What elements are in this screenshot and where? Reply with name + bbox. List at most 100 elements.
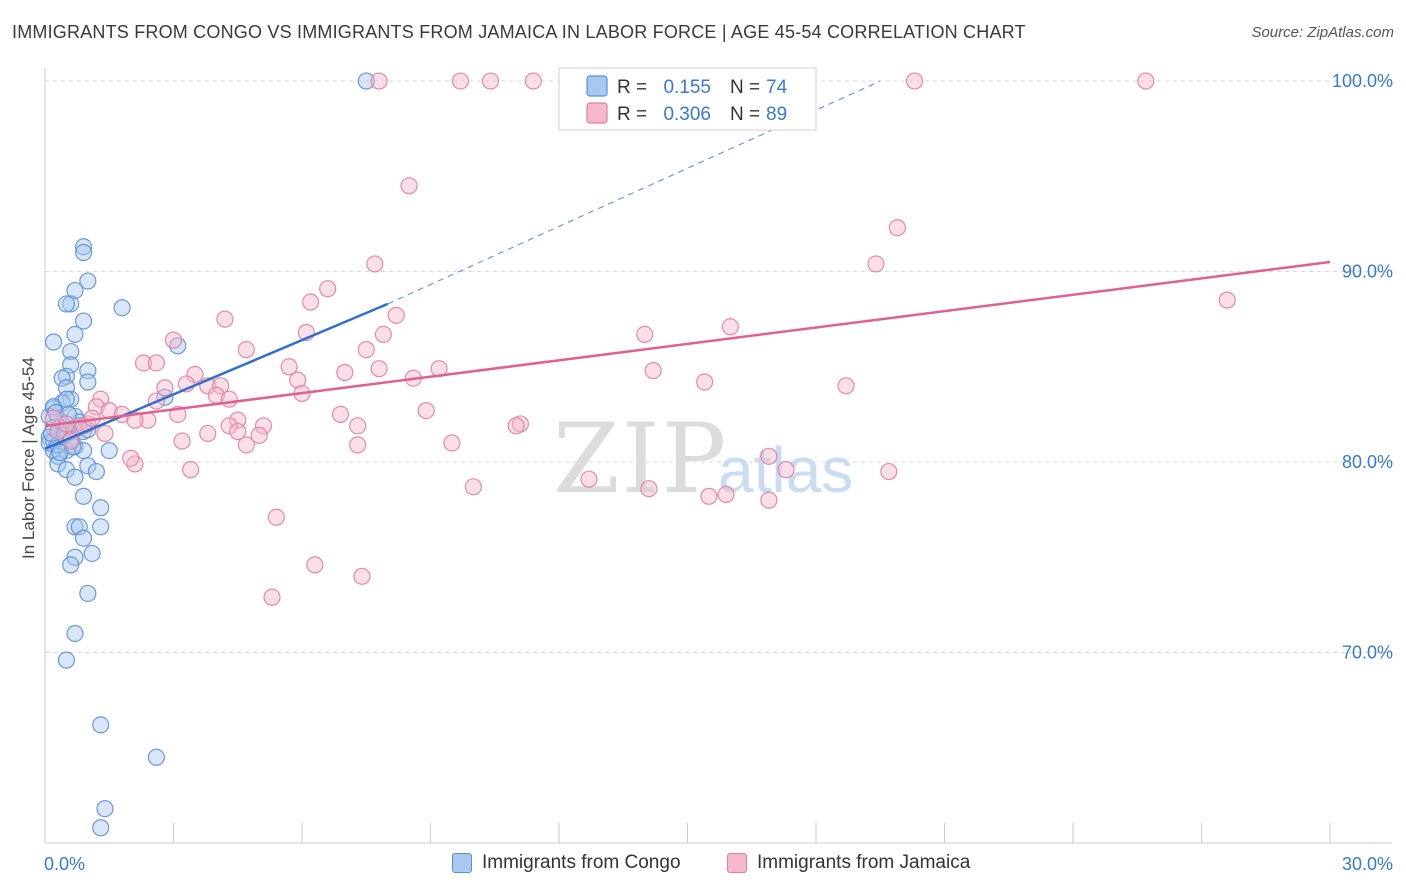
jamaica-point <box>186 365 204 383</box>
stats-r-value: 0.306 <box>663 104 711 125</box>
jamaica-point <box>760 447 778 465</box>
jamaica-point <box>122 449 140 467</box>
congo-point <box>92 819 110 837</box>
jamaica-point <box>263 588 281 606</box>
chart-title: IMMIGRANTS FROM CONGO VS IMMIGRANTS FROM… <box>12 22 1026 42</box>
jamaica-point <box>888 219 906 237</box>
congo-point <box>92 518 110 536</box>
y-tick-label: 70.0% <box>1342 643 1393 663</box>
congo-point <box>66 624 84 643</box>
congo-point <box>74 487 93 505</box>
legend-swatch-jamaica <box>727 853 747 873</box>
source-label: Source: ZipAtlas.com <box>1251 24 1394 41</box>
jamaica-point <box>696 373 714 391</box>
congo-point <box>92 499 110 517</box>
jamaica-point <box>349 417 367 435</box>
congo-point <box>62 342 80 361</box>
series-legend: Immigrants from Congo Immigrants from Ja… <box>0 852 1406 878</box>
jamaica-point <box>199 424 217 443</box>
jamaica-point <box>216 310 234 328</box>
jamaica-point <box>280 358 298 376</box>
jamaica-point <box>96 424 114 443</box>
jamaica-point <box>134 354 153 372</box>
stats-legend-swatch <box>586 75 608 97</box>
jamaica-point <box>644 361 662 380</box>
congo-point <box>66 468 84 486</box>
jamaica-point <box>905 72 924 90</box>
jamaica-point <box>387 306 405 324</box>
legend-item-jamaica[interactable]: Immigrants from Jamaica <box>727 852 970 874</box>
jamaica-point <box>1137 72 1155 90</box>
jamaica-point <box>156 379 174 397</box>
jamaica-point <box>640 480 658 498</box>
jamaica-point <box>880 462 898 481</box>
y-tick-label: 90.0% <box>1342 262 1393 282</box>
jamaica-point <box>717 485 735 504</box>
jamaica-point <box>451 72 470 90</box>
jamaica-point <box>212 377 230 395</box>
jamaica-point <box>306 556 324 574</box>
congo-point <box>87 462 106 481</box>
stats-legend-swatch <box>586 102 608 124</box>
stats-legend: R = 0.155 N = 74 R = 0.306 N = 89 <box>558 67 817 131</box>
congo-point <box>92 716 110 734</box>
legend-item-congo[interactable]: Immigrants from Congo <box>452 852 681 874</box>
jamaica-point <box>237 436 255 454</box>
congo-point <box>74 529 93 547</box>
congo-trend-line <box>44 302 389 450</box>
x-tick-label-max: 30.0% <box>1342 854 1393 874</box>
congo-point <box>66 518 84 536</box>
congo-point <box>96 800 114 818</box>
jamaica-point <box>370 72 388 90</box>
jamaica-point <box>580 470 598 488</box>
jamaica-point <box>254 417 273 435</box>
jamaica-point <box>289 371 307 389</box>
jamaica-point <box>366 255 384 273</box>
jamaica-point <box>173 432 191 450</box>
y-axis-label-group: In Labor Force | Age 45-54 <box>19 357 38 559</box>
y-tick-label: 80.0% <box>1342 452 1393 472</box>
jamaica-point <box>777 461 795 479</box>
jamaica-point <box>220 390 238 408</box>
congo-point <box>79 584 97 603</box>
congo-point <box>44 333 63 351</box>
congo-point <box>79 457 97 475</box>
tick-labels: 70.0% 80.0% 90.0% 100.0% 0.0% 30.0% <box>44 71 1393 874</box>
x-tick-label-min: 0.0% <box>44 854 85 874</box>
congo-point <box>57 295 76 313</box>
y-tick-label: 100.0% <box>1332 71 1393 91</box>
jamaica-points <box>44 72 1236 606</box>
congo-point <box>74 243 93 262</box>
jamaica-point <box>349 436 367 454</box>
jamaica-point <box>417 401 435 420</box>
stats-r-label: R = <box>617 77 647 98</box>
jamaica-point <box>370 360 388 378</box>
jamaica-point <box>353 567 371 585</box>
jamaica-point <box>331 405 350 424</box>
jamaica-point <box>301 293 320 311</box>
jamaica-point <box>357 341 375 359</box>
congo-point <box>66 325 84 343</box>
congo-point <box>74 312 93 330</box>
watermark-text: atlas <box>718 434 853 506</box>
jamaica-point <box>147 354 165 372</box>
stats-n-value: 74 <box>766 77 788 98</box>
congo-point <box>53 369 71 387</box>
jamaica-point <box>464 478 482 496</box>
congo-point <box>57 651 76 669</box>
jamaica-point <box>721 318 739 336</box>
jamaica-point <box>867 255 885 273</box>
jamaica-point <box>374 325 392 343</box>
jamaica-point <box>220 417 238 435</box>
congo-point <box>79 373 97 391</box>
stats-n-label: N = <box>730 77 760 98</box>
congo-points <box>40 72 375 837</box>
jamaica-point <box>443 434 461 452</box>
congo-point <box>113 299 131 317</box>
jamaica-point <box>524 72 542 90</box>
legend-label-jamaica: Immigrants from Jamaica <box>757 852 971 873</box>
jamaica-point <box>250 426 268 444</box>
jamaica-point <box>837 377 855 395</box>
